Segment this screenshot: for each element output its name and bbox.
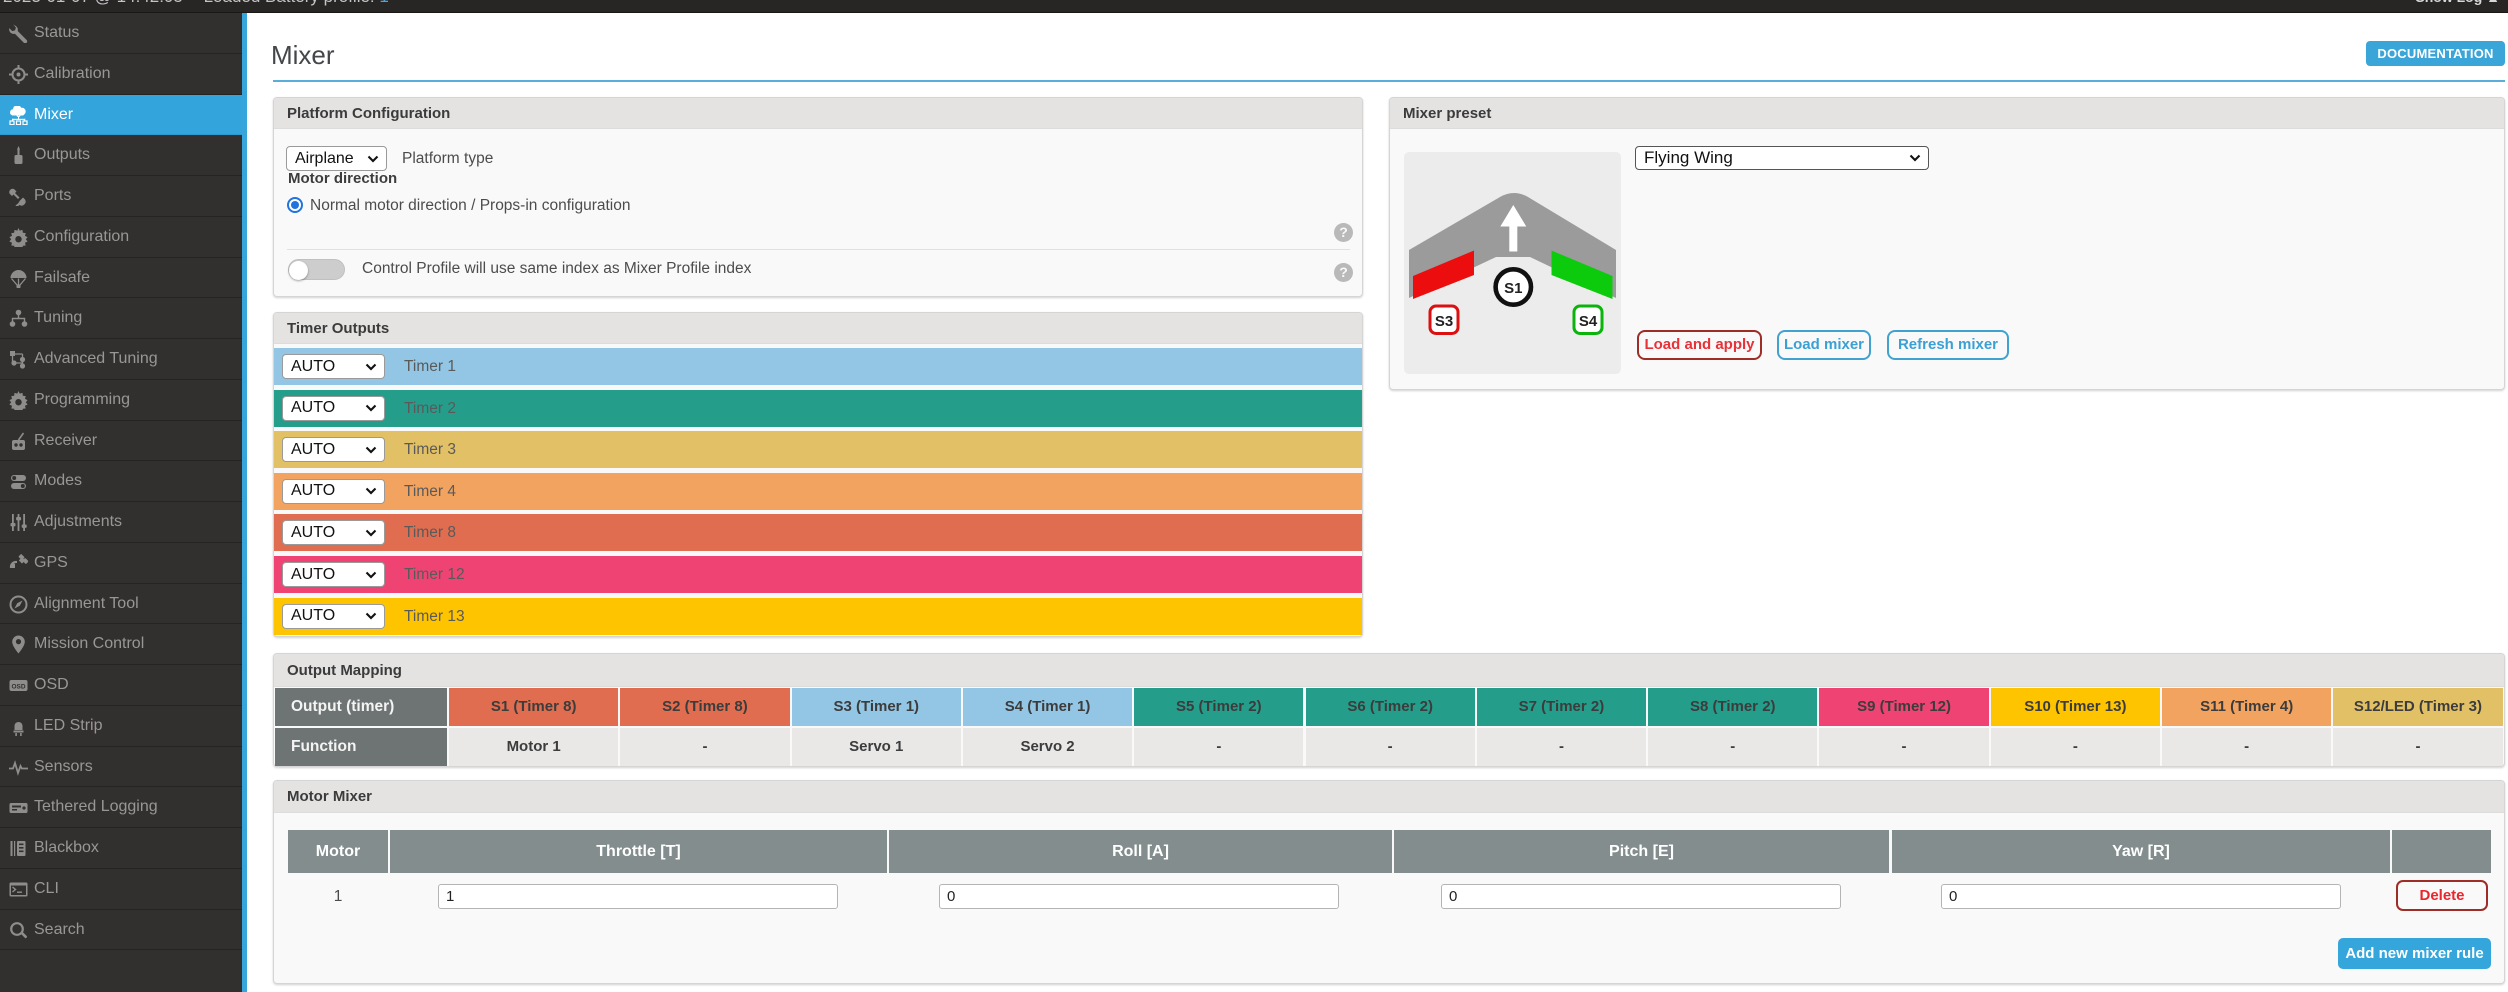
svg-text:S4: S4 xyxy=(1579,313,1598,330)
svg-text:S1: S1 xyxy=(1504,280,1522,297)
svg-text:S3: S3 xyxy=(1435,313,1453,330)
svg-text:OSD: OSD xyxy=(11,684,25,691)
